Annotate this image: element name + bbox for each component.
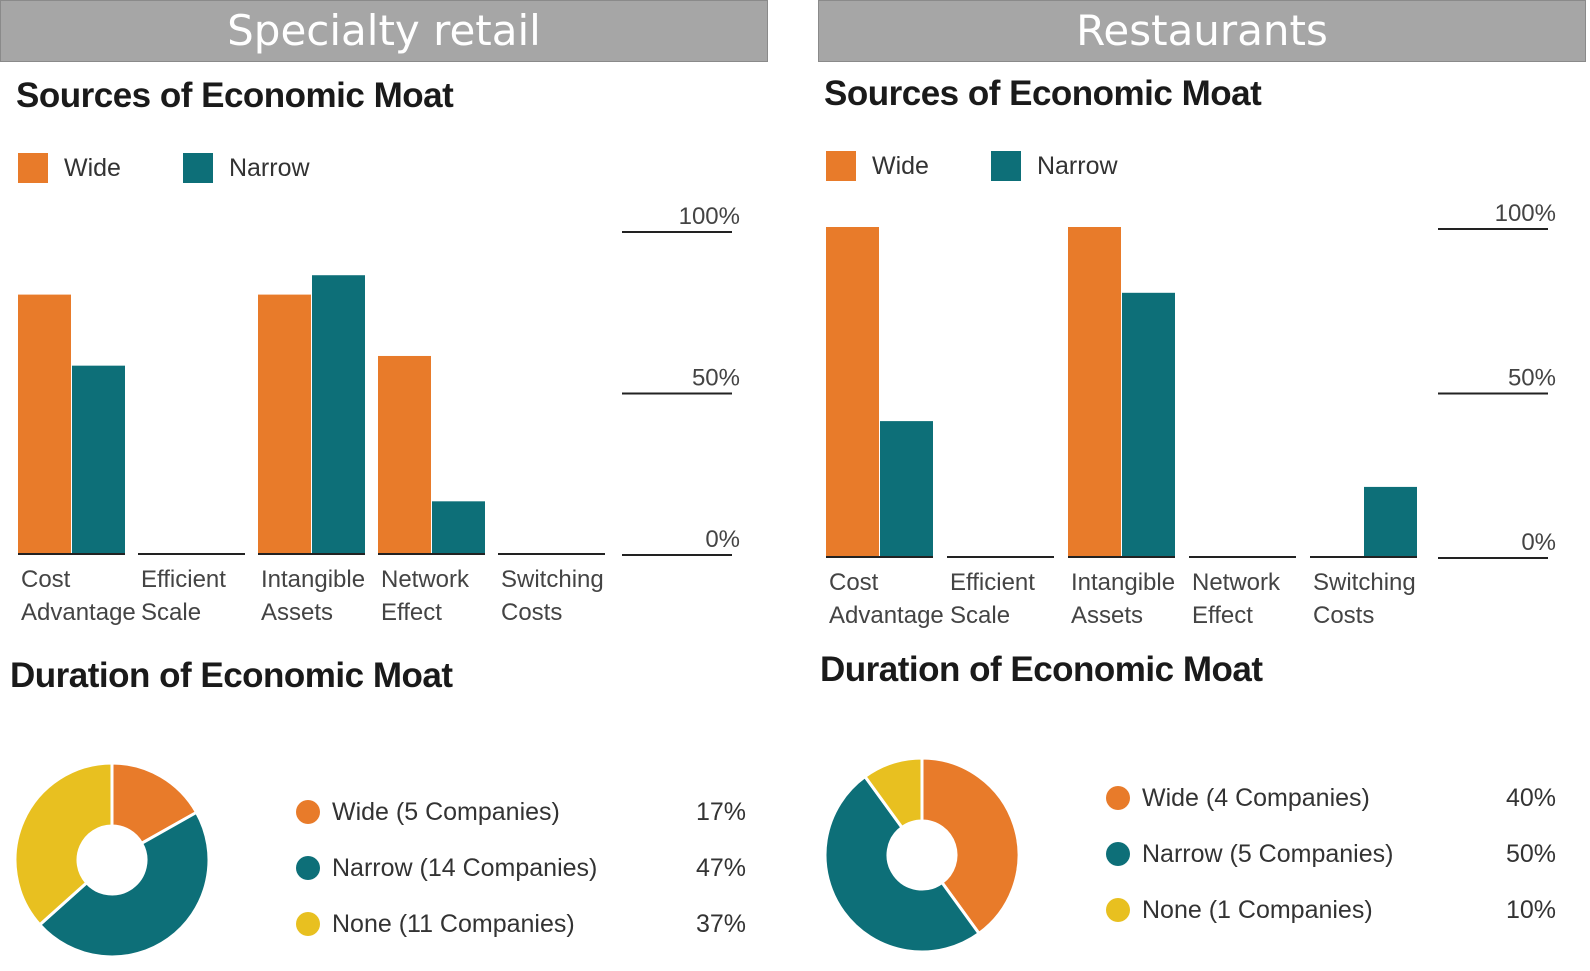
donut-legend-item: None (11 Companies) 37% [296,896,746,952]
category-label: Scale [141,599,201,626]
legend-dot [296,912,320,936]
category-label: Intangible [1071,569,1175,596]
donut-legend-percent: 47% [695,854,746,882]
donut-slice [13,761,114,927]
category-label: Cost [829,569,879,596]
donut-legend-label: None (1 Companies) [1142,895,1373,924]
donut-legend-item: Wide (4 Companies) 40% [1106,770,1556,826]
panel-restaurants: Restaurants Sources of Economic Moat Wid… [818,0,1588,971]
bar-narrow [312,275,365,553]
bar-wide [258,294,311,553]
category-label: Effect [1192,602,1253,629]
donut-legend: Wide (4 Companies) 40% Narrow (5 Companies… [1106,770,1556,938]
bar-wide [378,355,431,553]
category-label: Network [1192,569,1281,596]
legend-narrow-swatch [182,153,213,183]
legend-narrow-label: Narrow [228,153,310,182]
donut-legend-percent: 50% [1505,840,1556,868]
legend-dot [296,856,320,880]
bar-legend: Wide Narrow [18,150,372,186]
category-label: Network [381,566,470,593]
category-label: Scale [950,602,1010,629]
legend-dot [1106,786,1130,810]
duration-title: Duration of Economic Moat [10,656,453,695]
category-label: Intangible [261,566,365,593]
panel-specialty-retail: Specialty retail Sources of Economic Moa… [0,0,770,971]
category-label: Assets [261,599,333,626]
category-label: Advantage [829,602,944,629]
bar-wide [1068,227,1121,556]
panel-banner: Specialty retail [0,0,768,62]
legend-narrow-swatch [990,151,1021,181]
bar-narrow [72,365,125,553]
donut-slice [823,774,982,954]
category-label: Cost [21,566,71,593]
donut-legend-label: Narrow (5 Companies) [1142,839,1394,868]
donut-legend-label: Wide (4 Companies) [1142,783,1370,812]
legend-dot [1106,842,1130,866]
category-label: Efficient [950,569,1035,596]
legend-wide-label: Wide [872,151,929,180]
panel-banner: Restaurants [818,0,1586,62]
donut-legend: Wide (5 Companies) 17% Narrow (14 Companie… [296,784,746,952]
category-label: Switching [1313,569,1416,596]
donut-legend-item: Narrow (14 Companies) 47% [296,840,746,896]
donut-legend-item: None (1 Companies) 10% [1106,882,1556,938]
legend-dot [1106,898,1130,922]
donut-legend-percent: 17% [695,798,746,826]
sources-title: Sources of Economic Moat [16,76,454,115]
legend-dot [296,800,320,824]
category-label: Advantage [21,599,136,626]
donut-legend-percent: 10% [1505,896,1556,924]
category-label: Effect [381,599,442,626]
scale-tick-label: 0% [705,526,740,553]
scale-tick-label: 100% [679,203,740,230]
scale-tick-label: 0% [1521,529,1556,556]
scale-tick-label: 50% [692,365,740,392]
category-label: Efficient [141,566,226,593]
donut-legend-item: Narrow (5 Companies) 50% [1106,826,1556,882]
donut-slice [862,756,924,830]
donut-legend-percent: 37% [695,910,746,938]
duration-title: Duration of Economic Moat [820,650,1263,689]
legend-narrow-label: Narrow [1036,151,1118,180]
donut-legend-label: None (11 Companies) [332,909,575,938]
category-label: Switching [501,566,604,593]
donut-legend-label: Wide (5 Companies) [332,797,560,826]
category-label: Costs [501,599,562,626]
legend-wide-swatch [826,151,856,181]
sources-title: Sources of Economic Moat [824,74,1262,113]
donut-legend-item: Wide (5 Companies) 17% [296,784,746,840]
donut-slice [37,810,211,959]
bar-legend: Wide Narrow [826,148,1180,184]
donut-slice [920,756,1021,936]
legend-narrow: Narrow [182,153,310,183]
donut-legend-percent: 40% [1505,784,1556,812]
bar-narrow [880,421,933,556]
bar-wide [18,294,71,553]
scale-tick-label: 50% [1508,365,1556,392]
bar-wide [826,227,879,556]
donut-chart [13,761,211,959]
category-label: Assets [1071,602,1143,629]
donut-chart [823,756,1021,954]
bar-narrow [1122,292,1175,556]
scale-tick-label: 100% [1495,200,1556,227]
donut-legend-label: Narrow (14 Companies) [332,853,598,882]
bar-narrow [432,501,485,553]
bar-narrow [1364,486,1417,556]
legend-wide-label: Wide [64,153,121,182]
legend-wide: Wide [18,153,121,183]
legend-wide-swatch [18,153,48,183]
legend-wide: Wide [826,151,929,181]
legend-narrow: Narrow [990,151,1118,181]
category-label: Costs [1313,602,1374,629]
